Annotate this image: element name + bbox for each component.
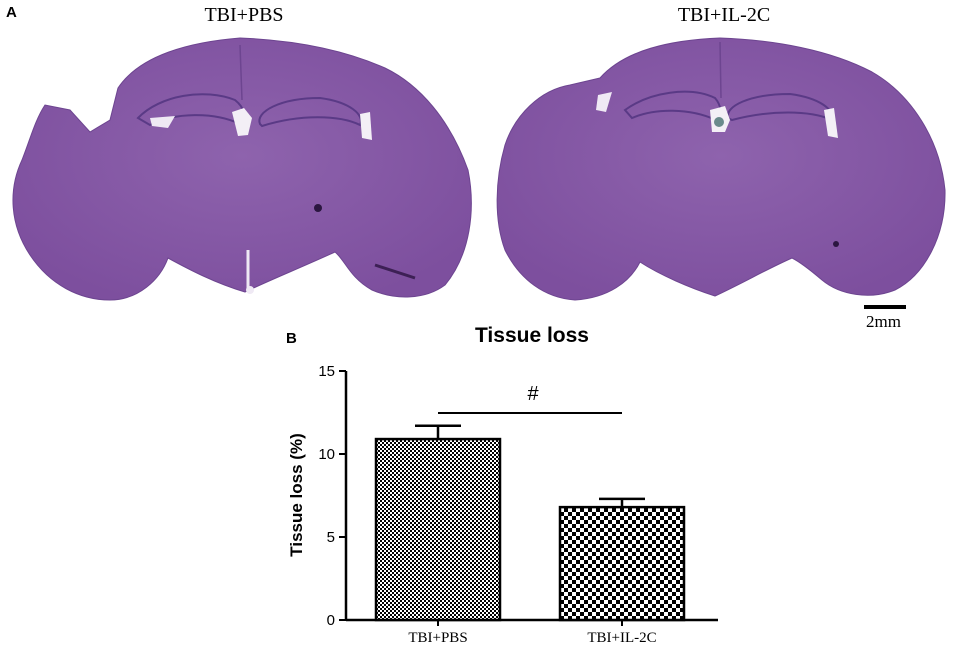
right-slice-title: TBI+IL-2C: [677, 4, 771, 26]
significance-mark: #: [527, 383, 539, 405]
bars-group: [374, 437, 686, 622]
y-axis-label: Tissue loss (%): [287, 433, 306, 556]
category-labels-group: TBI+PBS TBI+IL-2C: [408, 620, 657, 646]
y-tick-label: 15: [318, 363, 335, 380]
y-tick-label: 10: [318, 446, 335, 463]
chart-title: Tissue loss: [474, 324, 589, 347]
y-ticks-group: 0 5 10 15: [318, 363, 346, 629]
y-tick-label: 0: [327, 612, 335, 629]
left-slice-title: TBI+PBS: [204, 4, 284, 26]
x-category-label: TBI+PBS: [408, 630, 467, 646]
bar-tbi-il-2c: [558, 505, 686, 622]
right-brain-slice-image: [496, 37, 946, 301]
y-tick-label: 5: [327, 529, 335, 546]
error-bars-group: [415, 424, 645, 508]
panel-a-letter: A: [6, 4, 17, 21]
bar-tbi-pbs: [374, 437, 502, 622]
left-brain-slice-image: [12, 37, 472, 301]
x-category-label: TBI+IL-2C: [587, 630, 656, 646]
scale-bar-label: 2mm: [866, 312, 901, 331]
panel-b-letter: B: [286, 330, 297, 347]
